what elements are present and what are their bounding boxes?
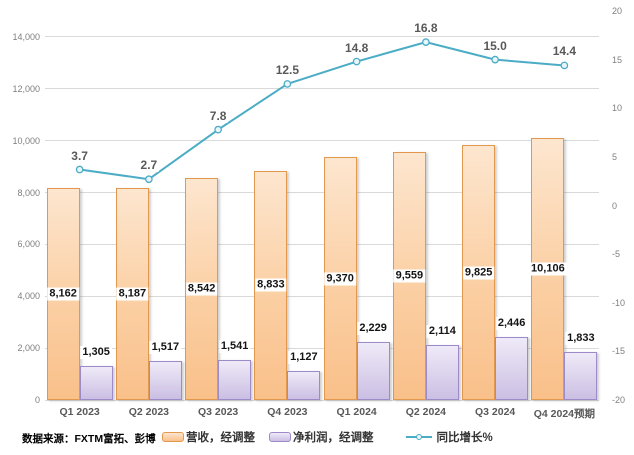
bar-profit [425,345,459,400]
bar-label-profit: 1,541 [218,340,251,354]
growth-marker-icon [415,433,422,440]
gridline [45,295,599,297]
growth-value-label: 15.0 [482,38,508,53]
bar-profit [148,360,182,400]
growth-value-label: 14.8 [343,40,370,55]
growth-value-label: 3.7 [70,148,89,163]
left-axis-tick-label: 8,000 [17,187,40,198]
growth-line-swatch-icon [405,433,432,440]
right-axis-tick-label: 5 [612,151,618,162]
right-axis-tick-label: 15 [612,54,623,65]
gridline [45,399,599,401]
bar-label-profit: 1,517 [149,340,182,354]
bar-label-profit: 1,305 [80,346,112,360]
growth-value-label: 7.8 [208,108,228,123]
revenue-swatch-icon [162,432,184,442]
growth-value-label: 14.4 [551,44,578,59]
gridline [45,243,599,245]
gridline [45,192,599,194]
legend-label-revenue: 营收，经调整 [186,432,255,444]
left-axis-tick-label: 2,000 [17,343,40,354]
legend-label-growth: 同比增长% [436,432,493,444]
growth-value-label: 12.5 [274,62,301,77]
bar-label-revenue: 8,833 [255,278,287,292]
bar-label-profit: 2,446 [495,316,528,330]
growth-value-label: 2.7 [139,158,159,173]
left-axis-tick-label: 0 [34,395,40,405]
right-axis-tick-label: -15 [612,346,626,357]
bar-label-profit: 2,229 [357,322,389,336]
gridline [45,347,599,349]
legend-label-profit: 净利润，经调整 [293,432,374,444]
left-axis-tick-label: 12,000 [12,83,40,94]
bar-label-revenue: 9,559 [393,269,426,283]
bar-profit [564,352,598,400]
x-axis-label: Q2 2023 [128,406,170,418]
bar-label-revenue: 9,370 [324,272,356,285]
bar-profit [356,342,390,400]
bar-label-revenue: 10,106 [529,262,567,276]
bar-label-revenue: 9,825 [462,266,495,280]
legend-item-profit: 净利润，经调整 [269,429,374,445]
bar-profit [495,336,529,400]
right-axis-tick-label: 20 [612,6,623,16]
bar-label-profit: 1,833 [565,332,597,346]
bar-profit [287,370,321,400]
x-axis-label: Q2 2024 [405,406,447,418]
bar-label-revenue: 8,187 [116,287,149,301]
right-axis-tick-label: 10 [612,103,623,114]
right-axis-tick-label: 0 [612,200,618,211]
x-axis-label: Q3 2024 [474,406,516,418]
bar-label-revenue: 8,162 [47,287,79,301]
left-axis-tick-label: 6,000 [17,239,40,250]
x-axis-label: Q1 2024 [336,406,377,418]
x-axis-label: Q4 2024预期 [533,408,596,420]
x-axis-label: Q3 2023 [197,406,239,418]
source-note: 数据来源：FXTM富拓、彭博 [22,433,156,445]
right-axis-tick-label: -5 [612,249,621,260]
x-axis-label: Q1 2023 [59,406,100,418]
x-axis-label: Q4 2023 [267,406,308,418]
bar-label-profit: 2,114 [426,325,458,339]
right-axis-tick-label: -20 [612,395,626,405]
legend: 营收，经调整 净利润，经调整 同比增长% [162,429,493,445]
bar-label-revenue: 8,542 [185,282,218,296]
legend-item-growth: 同比增长% [405,429,493,445]
bar-label-profit: 1,127 [288,350,320,364]
bar-profit [79,366,113,400]
gridline [45,36,599,38]
right-axis-tick-label: -10 [612,297,626,308]
bar-profit [218,360,252,400]
growth-value-label: 16.8 [413,21,439,36]
left-axis-tick-label: 14,000 [12,31,40,42]
legend-item-revenue: 营收，经调整 [162,429,255,445]
left-axis-tick-label: 4,000 [17,291,40,302]
left-axis-tick-label: 10,000 [12,135,40,146]
profit-swatch-icon [269,432,291,442]
